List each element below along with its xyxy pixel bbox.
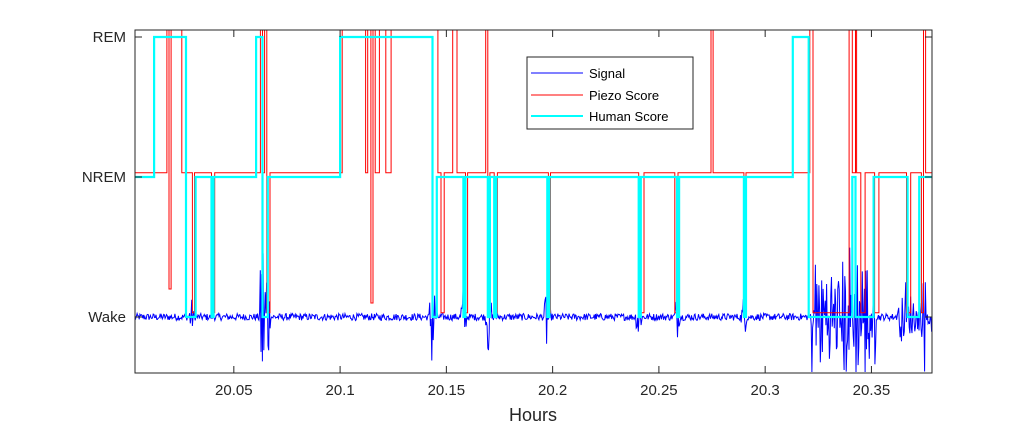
y-tick-label: Wake	[88, 309, 126, 326]
human-score-line	[135, 35, 932, 319]
y-tick-label: NREM	[82, 169, 126, 186]
x-tick-label: 20.05	[215, 382, 253, 399]
y-tick-label: REM	[93, 29, 126, 46]
legend-label-signal: Signal	[589, 66, 625, 81]
x-axis-label: Hours	[509, 405, 557, 425]
signal-series	[134, 247, 933, 373]
legend-label-human-score: Human Score	[589, 109, 668, 124]
x-tick-label: 20.3	[751, 382, 780, 399]
x-tick-label: 20.25	[640, 382, 678, 399]
x-tick-label: 20.35	[853, 382, 891, 399]
legend: Signal Piezo Score Human Score	[526, 56, 694, 130]
human-score-series	[135, 35, 932, 319]
legend-label-piezo-score: Piezo Score	[589, 88, 659, 103]
x-axis: 20.05 20.1 20.15 20.2 20.25 20.3 20.35	[215, 30, 890, 399]
plot-box	[134, 29, 933, 374]
x-tick-label: 20.1	[325, 382, 354, 399]
x-tick-label: 20.15	[428, 382, 466, 399]
x-tick-label: 20.2	[538, 382, 567, 399]
signal-trace	[134, 247, 933, 373]
y-axis: Wake NREM REM	[82, 29, 932, 326]
